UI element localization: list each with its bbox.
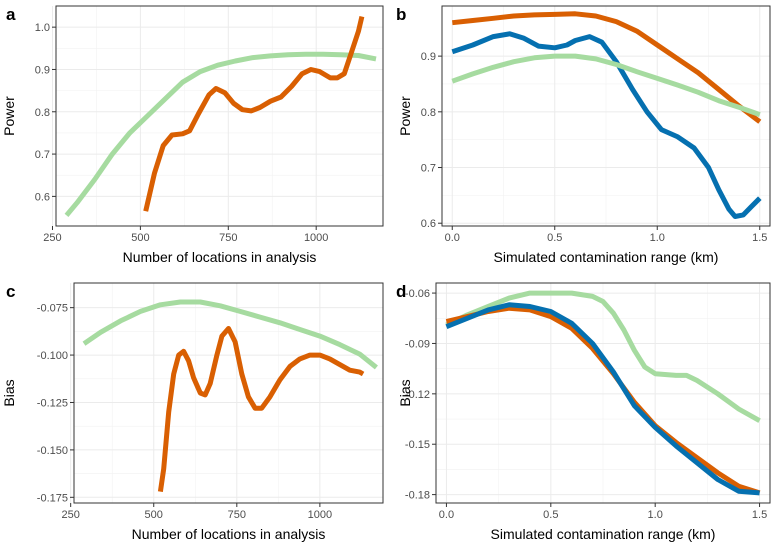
x-tick-label: 250 (43, 232, 61, 244)
x-tick-label: 1000 (304, 232, 328, 244)
panel-a-series-line-2 (143, 16, 365, 212)
y-tick-label: -0.09 (405, 338, 430, 350)
x-tick-label: 1.0 (650, 232, 665, 244)
y-axis-title: Bias (1, 379, 17, 406)
y-tick-label: -0.100 (37, 350, 68, 362)
panel-c-background (74, 283, 383, 503)
x-tick-label: 500 (145, 509, 163, 521)
y-tick-label: -0.150 (37, 445, 68, 457)
panel-d-border (435, 282, 771, 504)
y-tick-label: -0.06 (405, 288, 430, 300)
y-tick-label: 0.7 (421, 163, 436, 175)
x-tick-label: 250 (61, 509, 79, 521)
y-tick-label: -0.15 (405, 439, 430, 451)
panel-a-background (56, 6, 383, 226)
y-tick-label: 0.9 (421, 51, 436, 63)
y-tick-label: -0.175 (37, 492, 68, 504)
panel-b-series-line-2 (451, 31, 762, 219)
y-tick-label: -0.12 (405, 389, 430, 401)
x-axis-title: Simulated contamination range (km) (491, 526, 716, 542)
x-tick-label: 0.5 (543, 509, 558, 521)
panel-c-border (73, 282, 384, 504)
panel-label: b (396, 5, 406, 24)
panel-c-series-line-2 (157, 326, 365, 492)
panel-b-series-line-1 (452, 11, 762, 124)
x-tick-label: 1.5 (752, 232, 767, 244)
panel-a-border (55, 5, 384, 227)
panel-c-series-line-1 (82, 299, 378, 370)
y-tick-label: 0.8 (421, 107, 436, 119)
y-tick-label: 0.9 (35, 64, 50, 76)
x-tick-label: 0.5 (547, 232, 562, 244)
y-tick-label: -0.125 (37, 397, 68, 409)
y-axis-title: Bias (397, 379, 413, 406)
panel-label: d (396, 282, 406, 301)
x-tick-label: 500 (131, 232, 149, 244)
panel-d-series-line-3 (445, 302, 760, 496)
y-tick-label: 0.6 (421, 218, 436, 230)
x-tick-label: 1000 (308, 509, 332, 521)
panel-b-border (441, 5, 771, 227)
x-axis-title: Simulated contamination range (km) (494, 249, 719, 265)
y-tick-label: 0.7 (35, 149, 50, 161)
x-tick-label: 1.0 (648, 509, 663, 521)
x-axis-title: Number of locations in analysis (123, 249, 317, 265)
x-tick-label: 1.5 (752, 509, 767, 521)
panel-a-series-line-1 (64, 51, 377, 218)
y-axis-title: Power (397, 96, 413, 136)
x-tick-label: 0.0 (439, 509, 454, 521)
y-tick-label: -0.18 (405, 490, 430, 502)
panel-label: c (6, 282, 15, 301)
y-tick-label: 0.6 (35, 191, 50, 203)
x-axis-title: Number of locations in analysis (132, 526, 326, 542)
x-tick-label: 0.0 (445, 232, 460, 244)
y-axis-title: Power (1, 96, 17, 136)
panel-d-series-line-1 (445, 290, 761, 423)
y-tick-label: -0.075 (37, 303, 68, 315)
y-tick-label: 1.0 (35, 22, 50, 34)
panel-label: a (6, 5, 16, 24)
x-tick-label: 750 (219, 232, 237, 244)
x-tick-label: 750 (228, 509, 246, 521)
y-tick-label: 0.8 (35, 107, 50, 119)
panel-b-series-line-3 (451, 53, 761, 117)
